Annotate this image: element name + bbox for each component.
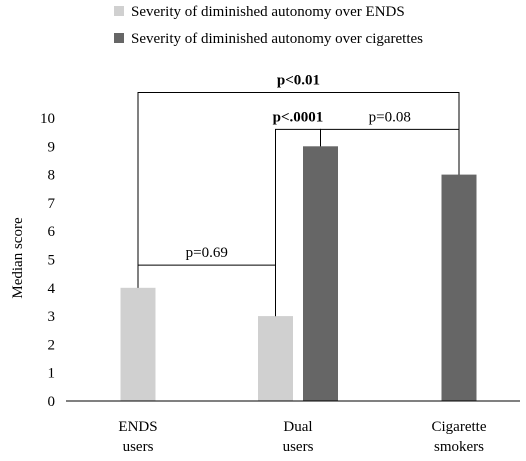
p-value-label: p=0.08 [369,109,411,125]
bar [120,287,156,401]
category-labels: ENDS users Dual users Cigarette smokers [118,419,486,455]
significance-bracket [320,128,460,175]
y-tick-label: 7 [48,196,56,212]
legend-entry: Severity of diminished autonomy over END… [131,4,405,20]
y-tick-label: 9 [48,139,56,155]
y-tick-label: 2 [48,337,56,353]
y-tick-label: 0 [48,394,56,410]
y-tick-label: 5 [48,253,56,269]
legend-swatch [114,6,124,16]
bar [258,316,293,401]
p-value-label: p<.0001 [273,109,324,125]
significance-bracket [137,92,460,288]
x-tick-label: Dual [283,419,312,435]
y-tick-label: 3 [48,309,56,325]
x-tick-label: smokers [434,439,484,455]
p-value-label: p<0.01 [277,73,320,89]
y-axis-label: Median score [10,217,26,299]
y-tick-label: 1 [48,366,56,382]
y-tick-label: 6 [48,224,56,240]
y-tick-label: 8 [48,168,56,184]
bars [120,146,477,401]
x-tick-label: users [283,439,314,455]
p-value-label: p=0.69 [186,245,228,261]
y-tick-label: 4 [48,281,56,297]
x-tick-label: ENDS [118,419,157,435]
y-tick-label: 10 [40,111,55,127]
x-tick-label: Cigarette [432,419,487,435]
significance-brackets: p=0.69 p<.0001 p=0.08 p<0.01 [137,73,460,317]
legend-entry: Severity of diminished autonomy over cig… [131,31,423,47]
legend: Severity of diminished autonomy over END… [114,4,423,47]
significance-bracket [137,264,276,317]
bar [303,146,338,401]
x-tick-label: users [123,439,154,455]
bar [441,174,477,401]
legend-swatch [114,33,124,43]
y-axis-ticks: 0 1 2 3 4 5 6 7 8 9 10 [40,111,56,410]
